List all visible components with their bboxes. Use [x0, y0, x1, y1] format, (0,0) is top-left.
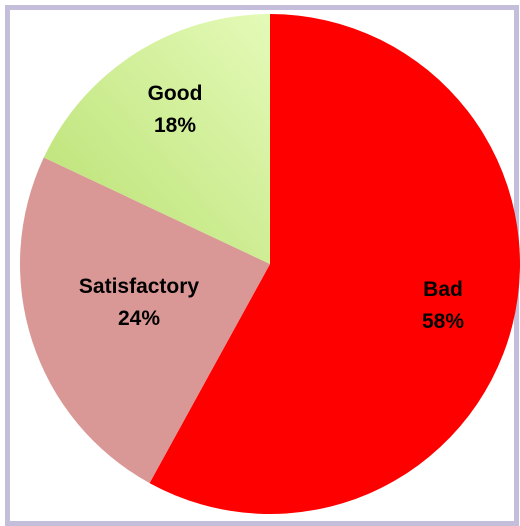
pie-slice-bad [149, 14, 520, 514]
slice-label-satisfactory: Satisfactory 24% [79, 275, 200, 330]
pie-labels: Bad 58% Satisfactory 24% Good 18% [79, 82, 464, 333]
slice-label-good: Good 18% [148, 82, 203, 137]
pie-slices [19, 14, 520, 514]
slice-label-bad: Bad 58% [422, 278, 464, 333]
pie-slice-satisfactory [19, 157, 270, 484]
pie-slice-good [43, 14, 270, 264]
